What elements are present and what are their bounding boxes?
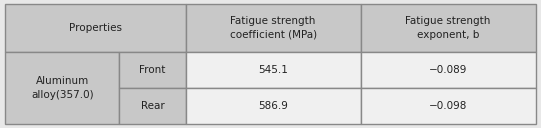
Text: 545.1: 545.1	[258, 65, 288, 75]
Text: Aluminum
alloy(357.0): Aluminum alloy(357.0)	[31, 76, 94, 100]
Bar	[120, 88, 186, 124]
Text: Fatigue strength
coefficient (MPa): Fatigue strength coefficient (MPa)	[229, 16, 316, 40]
Bar	[120, 52, 186, 88]
Text: Front: Front	[140, 65, 166, 75]
Bar	[186, 4, 361, 52]
Bar	[5, 4, 186, 52]
Bar	[186, 88, 361, 124]
Bar	[5, 52, 120, 124]
Text: 586.9: 586.9	[258, 101, 288, 111]
Bar	[361, 4, 536, 52]
Bar	[186, 52, 361, 88]
Text: −0.089: −0.089	[429, 65, 467, 75]
Text: Ket: Ket	[249, 34, 379, 99]
Bar	[361, 52, 536, 88]
Text: −0.098: −0.098	[429, 101, 467, 111]
Text: Rear: Rear	[141, 101, 164, 111]
Text: Fatigue strength
exponent, b: Fatigue strength exponent, b	[405, 16, 491, 40]
Text: Properties: Properties	[69, 23, 122, 33]
Bar	[361, 88, 536, 124]
